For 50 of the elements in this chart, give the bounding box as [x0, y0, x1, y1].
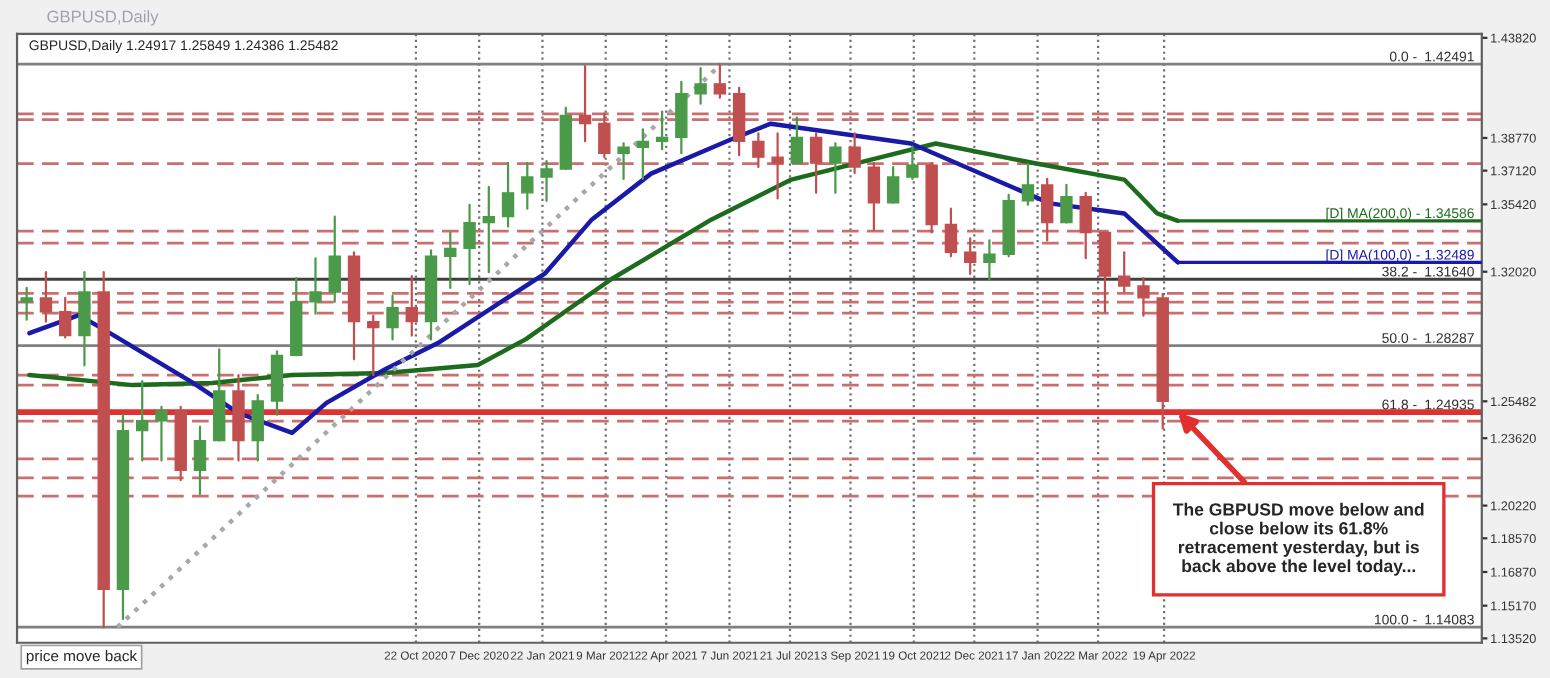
- candlestick: [1060, 183, 1073, 224]
- candlestick: [675, 80, 688, 155]
- candlestick: [906, 145, 919, 181]
- candlestick: [444, 231, 457, 290]
- candlestick: [713, 63, 727, 99]
- candlestick: [848, 132, 861, 175]
- candlestick: [944, 207, 958, 258]
- candlestick: [694, 66, 707, 105]
- candlestick: [155, 405, 168, 462]
- candlestick: [20, 286, 33, 321]
- candlestick: [193, 425, 207, 496]
- candlestick: [1098, 231, 1112, 313]
- candlestick: [809, 132, 823, 194]
- candlestick: [309, 257, 322, 315]
- candlestick: [732, 86, 746, 157]
- candlestick: [463, 203, 476, 286]
- candlestick: [771, 132, 784, 200]
- candlestick: [251, 393, 264, 462]
- candlestick: [270, 350, 284, 416]
- candlestick: [963, 237, 977, 276]
- candlestick: [636, 128, 650, 181]
- candlestick: [482, 185, 495, 274]
- annotation: The GBPUSD move below and close below its 61.8% retracement yesterday, but is back above the level today...: [1172, 502, 1424, 576]
- candlestick: [540, 160, 553, 202]
- candlestick: [1118, 251, 1131, 294]
- candlestick: [578, 64, 592, 143]
- candlestick: [886, 165, 900, 204]
- candlestick: [598, 112, 611, 159]
- candlestick: [655, 110, 669, 151]
- candlestick: [1021, 162, 1035, 206]
- candlestick: [617, 142, 630, 181]
- candlestick: [983, 239, 996, 282]
- candlestick: [521, 162, 534, 210]
- candlestick: [1040, 177, 1054, 242]
- candlestick: [136, 380, 149, 462]
- chart-title: GBPUSD,Daily: [47, 10, 159, 26]
- candlestick: [1079, 191, 1092, 260]
- candlestick: [501, 162, 515, 228]
- candlestick: [1137, 276, 1150, 317]
- candlestick: [328, 215, 341, 303]
- candlestick: [386, 294, 399, 341]
- candlestick: [58, 296, 72, 339]
- candlestick: [78, 271, 91, 367]
- candlestick: [367, 314, 380, 377]
- candlestick: [867, 162, 881, 232]
- candlestick: [39, 271, 53, 323]
- candlestick: [752, 132, 765, 169]
- candlestick: [790, 116, 804, 165]
- candlestick: [829, 142, 842, 194]
- candlestick: [405, 274, 418, 337]
